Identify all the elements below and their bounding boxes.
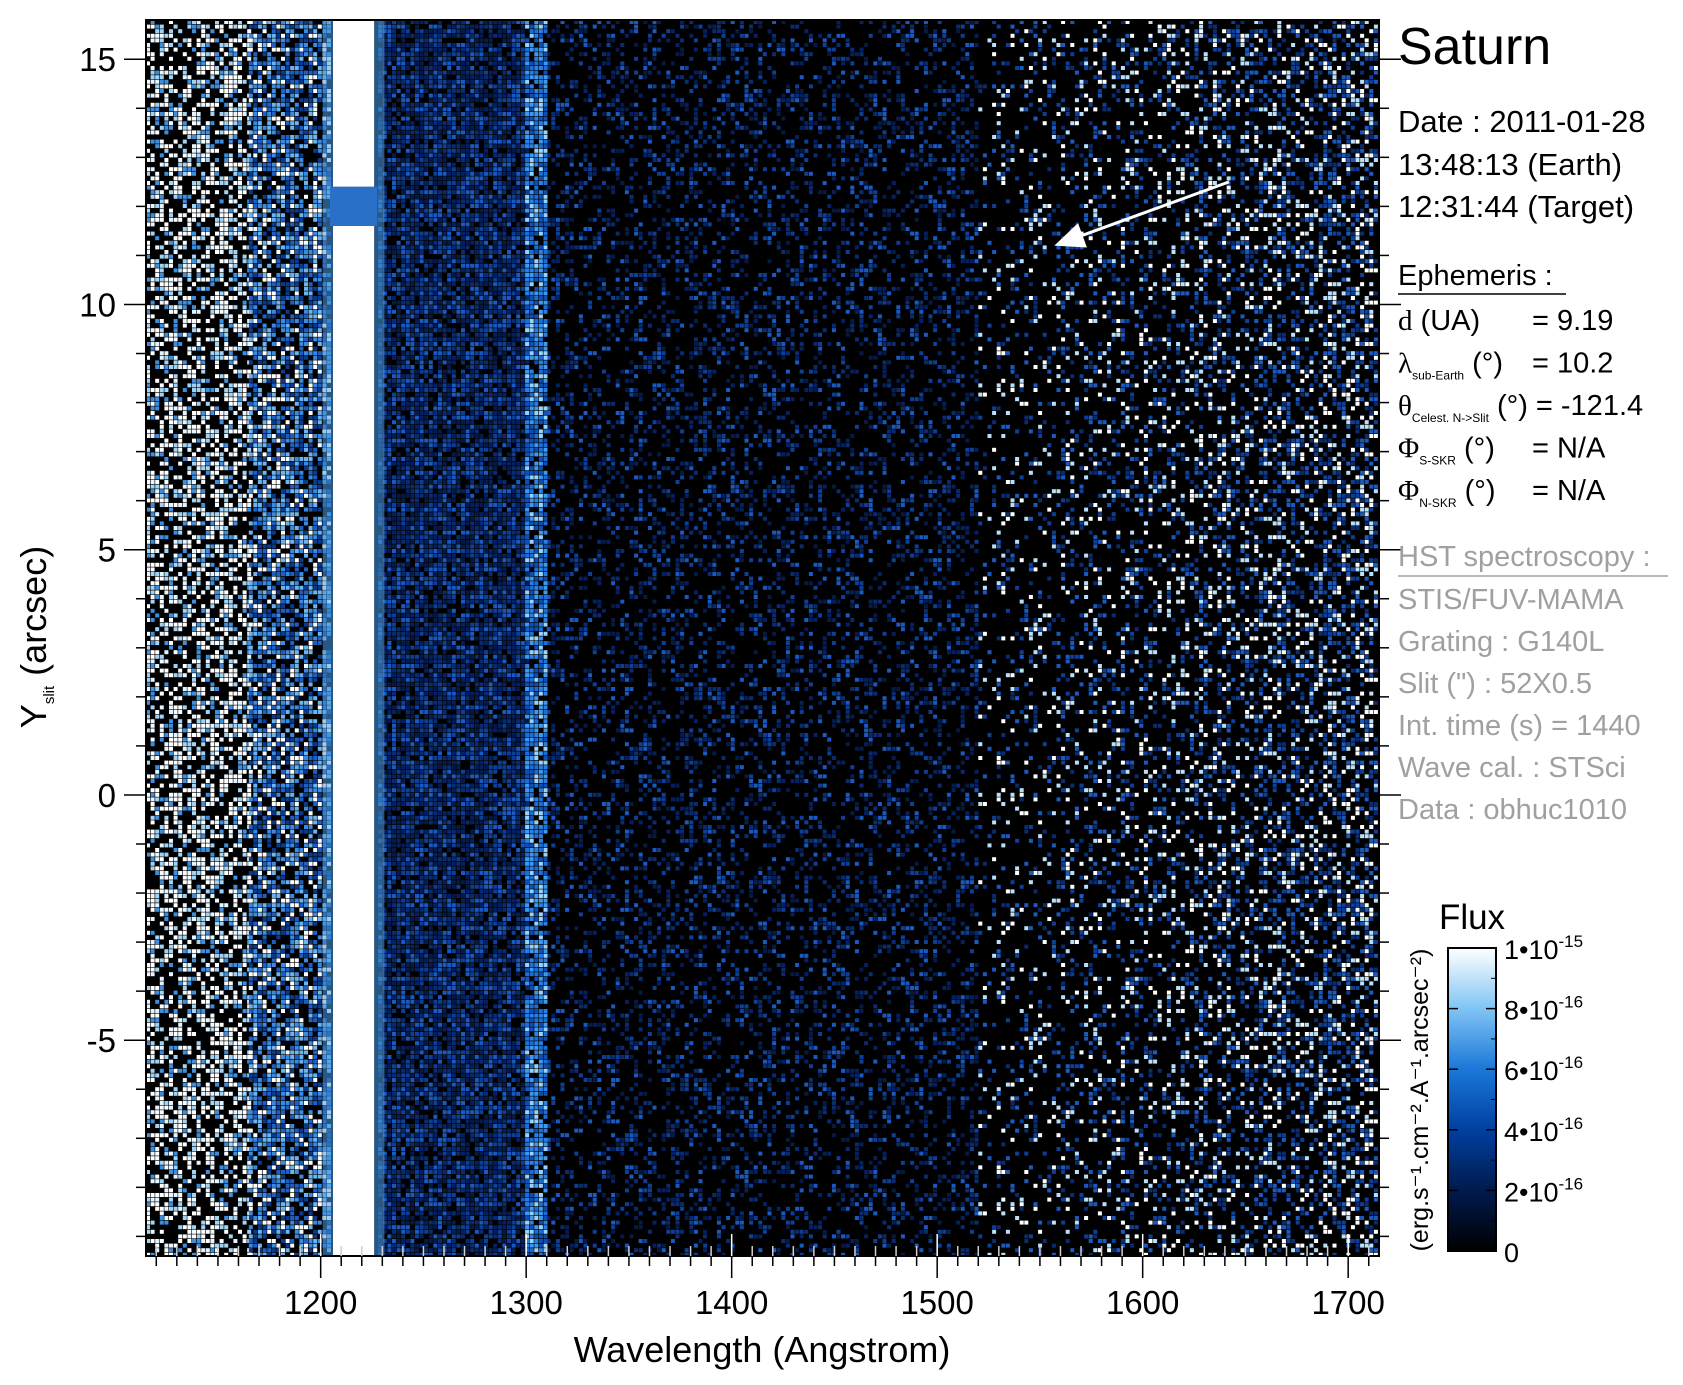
ephemeris-unit: (°): [1456, 433, 1495, 465]
y-tick-label: 5: [98, 532, 116, 569]
ephemeris-symbol: Φ: [1398, 433, 1419, 465]
info-panel: Saturn Date : 2011-01-28 13:48:13 (Earth…: [1398, 18, 1668, 826]
target-time-line: 12:31:44 (Target): [1398, 189, 1634, 224]
ephemeris-unit: (°): [1464, 348, 1503, 380]
x-tick-label: 1600: [1106, 1284, 1179, 1321]
colorbar-tick-label: 8•10-16: [1504, 993, 1583, 1026]
x-tick-label: 1500: [900, 1284, 973, 1321]
x-tick-label: 1300: [489, 1284, 562, 1321]
hst-rows: STIS/FUV-MAMA Grating : G140L Slit (") : 5…: [1398, 584, 1641, 826]
colorbar-tick-mantissa: 0: [1504, 1238, 1519, 1268]
colorbar-tick-exponent: -16: [1559, 1053, 1584, 1072]
ephemeris-value: = N/A: [1532, 475, 1606, 507]
ephemeris-row: λsub-Earth (°) = 10.2: [1398, 348, 1613, 383]
hst-line: STIS/FUV-MAMA: [1398, 584, 1624, 616]
target-title: Saturn: [1398, 18, 1551, 76]
y-tick-label: 15: [79, 41, 116, 78]
ephemeris-symbol: d: [1398, 305, 1413, 337]
hst-line: Data : obhuc1010: [1398, 794, 1627, 826]
ephemeris-symbol: Φ: [1398, 475, 1419, 507]
colorbar-tick-mantissa: 6•10: [1504, 1056, 1559, 1086]
ephemeris-subscript: sub-Earth: [1412, 369, 1464, 383]
ephemeris-symbol: θ: [1398, 390, 1412, 422]
colorbar-tick-label: 2•10-16: [1504, 1174, 1583, 1207]
hst-line: Slit (") : 52X0.5: [1398, 668, 1592, 700]
emission-line-lyman-alpha: [333, 226, 374, 1256]
y-axis-label: Yslit (arcsec): [13, 546, 58, 728]
y-axis-label-unit: (arcsec): [13, 546, 54, 676]
colorbar-gradient: [1448, 948, 1496, 1251]
emission-line-lyman-alpha: [333, 20, 374, 187]
colorbar-tick-exponent: -16: [1559, 1114, 1584, 1133]
colorbar: Flux 02•10-164•10-166•10-168•10-161•10-1…: [1406, 898, 1583, 1268]
colorbar-tick-label: 1•10-15: [1504, 932, 1583, 965]
date-line: Date : 2011-01-28: [1398, 104, 1646, 139]
x-tick-label: 1400: [695, 1284, 768, 1321]
spectrum-image: [146, 20, 1383, 1257]
colorbar-tick-label: 0: [1504, 1238, 1519, 1268]
ephemeris-row: θCelest. N->Slit (°) = -121.4: [1398, 390, 1643, 425]
ephemeris-subscript: Celest. N->Slit: [1412, 411, 1490, 425]
colorbar-tick-label: 4•10-16: [1504, 1114, 1583, 1147]
ephemeris-row: ΦS-SKR (°) = N/A: [1398, 433, 1606, 468]
y-tick-label: -5: [87, 1022, 116, 1059]
colorbar-tick-exponent: -16: [1559, 993, 1584, 1012]
ephemeris-title: Ephemeris :: [1398, 260, 1553, 292]
colorbar-title: Flux: [1439, 898, 1506, 937]
ephemeris-value: = -121.4: [1536, 390, 1643, 422]
ephemeris-value: = 10.2: [1532, 348, 1613, 380]
emission-line-gap: [330, 187, 377, 226]
hst-line: Grating : G140L: [1398, 626, 1604, 658]
colorbar-tick-mantissa: 8•10: [1504, 996, 1559, 1026]
ephemeris-subscript: N-SKR: [1419, 496, 1457, 510]
ephemeris-value: = N/A: [1532, 433, 1606, 465]
ephemeris-subscript: S-SKR: [1419, 454, 1456, 468]
x-tick-label: 1700: [1311, 1284, 1384, 1321]
x-tick-label: 1200: [284, 1284, 357, 1321]
y-tick-label: 0: [98, 777, 116, 814]
earth-time-line: 13:48:13 (Earth): [1398, 147, 1622, 182]
x-axis-label: Wavelength (Angstrom): [574, 1329, 951, 1370]
ephemeris-unit: (°): [1489, 390, 1528, 422]
colorbar-tick-mantissa: 2•10: [1504, 1177, 1559, 1207]
colorbar-tick-exponent: -15: [1559, 932, 1584, 951]
ephemeris-row: d (UA) = 9.19: [1398, 305, 1613, 337]
colorbar-label: (erg.s⁻¹.cm⁻².A⁻¹.arcsec⁻²): [1406, 949, 1434, 1252]
ephemeris-row: ΦN-SKR (°) = N/A: [1398, 475, 1606, 510]
colorbar-tick-exponent: -16: [1559, 1174, 1584, 1193]
colorbar-tick-mantissa: 4•10: [1504, 1117, 1559, 1147]
hst-line: Int. time (s) = 1440: [1398, 710, 1641, 742]
colorbar-tick-mantissa: 1•10: [1504, 935, 1559, 965]
hst-title: HST spectroscopy :: [1398, 541, 1651, 573]
colorbar-tick-label: 6•10-16: [1504, 1053, 1583, 1086]
hst-line: Wave cal. : STSci: [1398, 752, 1626, 784]
y-tick-label: 10: [79, 286, 116, 323]
ephemeris-value: = 9.19: [1532, 305, 1613, 337]
ephemeris-unit: (°): [1457, 475, 1496, 507]
ephemeris-symbol: λ: [1398, 348, 1412, 380]
ephemeris-unit: (UA): [1413, 305, 1481, 337]
y-axis-label-main: Y: [13, 704, 54, 728]
y-axis-label-sub: slit: [41, 685, 58, 704]
